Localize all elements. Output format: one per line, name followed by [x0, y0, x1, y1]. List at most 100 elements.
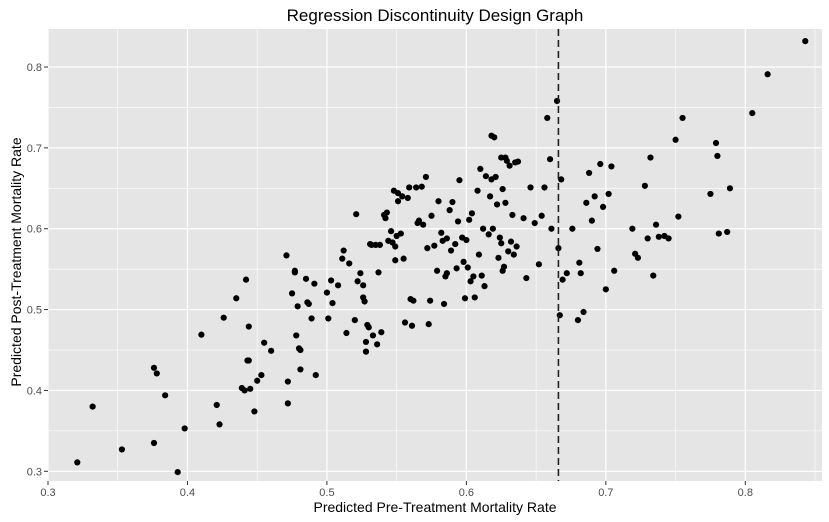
data-point	[679, 114, 686, 122]
data-point	[499, 186, 506, 193]
data-point	[440, 300, 448, 308]
data-point	[452, 240, 459, 248]
data-points	[74, 38, 809, 476]
y-tick-label: 0.6	[27, 224, 42, 236]
data-point	[608, 163, 615, 170]
data-point	[428, 212, 435, 219]
data-point	[251, 408, 258, 415]
data-point	[482, 173, 490, 180]
data-point	[89, 403, 96, 410]
data-point	[535, 261, 542, 268]
data-point	[480, 225, 487, 232]
data-point	[492, 173, 499, 181]
data-point	[541, 184, 548, 191]
data-point	[486, 193, 494, 200]
data-point	[523, 274, 530, 282]
data-point	[394, 190, 402, 197]
y-axis-ticks: 0.3 0.4 0.5 0.6 0.7 0.8	[27, 62, 48, 478]
data-point	[399, 193, 406, 200]
data-point	[297, 346, 304, 354]
data-point	[383, 209, 390, 216]
data-point	[150, 364, 158, 371]
x-axis-ticks: 0.3 0.4 0.5 0.6 0.7 0.8	[40, 481, 753, 499]
data-point	[453, 265, 460, 272]
data-point	[406, 184, 413, 191]
data-point	[376, 241, 384, 248]
data-point	[387, 228, 395, 235]
y-axis-label: Predicted Post-Treatment Mortality Rate	[8, 137, 24, 386]
data-point	[404, 194, 411, 202]
data-point	[365, 324, 372, 331]
data-point	[467, 278, 474, 285]
data-point	[470, 273, 477, 280]
data-point	[764, 71, 771, 78]
data-point	[650, 272, 657, 279]
data-point	[213, 401, 220, 409]
data-point	[261, 339, 268, 346]
data-point	[675, 213, 682, 220]
data-point	[507, 238, 515, 245]
data-point	[531, 219, 538, 227]
data-point	[360, 282, 367, 289]
data-point	[503, 157, 510, 164]
data-point	[293, 332, 300, 339]
data-point	[447, 247, 455, 254]
x-tick-label: 0.3	[40, 487, 55, 499]
data-point	[433, 267, 441, 274]
data-point	[284, 378, 291, 385]
data-point	[325, 315, 332, 322]
x-tick-label: 0.5	[319, 487, 334, 499]
data-point	[329, 300, 336, 307]
data-point	[498, 240, 505, 247]
data-point	[443, 235, 450, 242]
data-point	[611, 267, 618, 274]
data-point	[245, 323, 252, 330]
y-tick-label: 0.5	[27, 305, 42, 317]
data-point	[288, 290, 296, 297]
data-point	[707, 190, 714, 198]
data-point	[481, 283, 488, 290]
data-point	[715, 230, 722, 237]
data-point	[641, 182, 648, 189]
data-point	[477, 165, 484, 172]
data-point	[297, 366, 304, 373]
x-tick-label: 0.7	[598, 487, 613, 499]
data-point	[544, 114, 551, 122]
data-point	[471, 294, 478, 301]
data-point	[334, 282, 342, 289]
data-point	[410, 297, 417, 304]
data-point	[150, 439, 158, 447]
data-point	[558, 176, 565, 183]
data-point	[446, 207, 453, 214]
data-point	[258, 371, 265, 379]
data-point	[394, 198, 402, 205]
y-tick-label: 0.4	[27, 385, 42, 397]
data-point	[392, 257, 399, 264]
data-point	[354, 278, 361, 285]
data-point	[357, 270, 364, 277]
x-tick-label: 0.4	[180, 487, 195, 499]
data-point	[162, 392, 169, 399]
data-point	[312, 371, 319, 379]
data-point	[283, 252, 290, 259]
data-point	[714, 152, 721, 160]
data-point	[438, 229, 445, 236]
data-point	[505, 248, 512, 255]
data-point	[655, 233, 662, 240]
data-point	[513, 243, 520, 250]
data-point	[538, 212, 545, 219]
data-point	[475, 251, 483, 258]
data-point	[174, 469, 181, 476]
data-point	[514, 158, 522, 165]
data-point	[408, 322, 416, 329]
data-point	[576, 259, 583, 266]
data-point	[546, 156, 554, 163]
data-point	[374, 341, 381, 348]
x-tick-label: 0.8	[738, 487, 753, 499]
data-point	[291, 269, 298, 276]
data-point	[343, 329, 350, 337]
data-point	[726, 185, 734, 192]
data-point	[749, 109, 756, 117]
data-point	[500, 263, 508, 270]
